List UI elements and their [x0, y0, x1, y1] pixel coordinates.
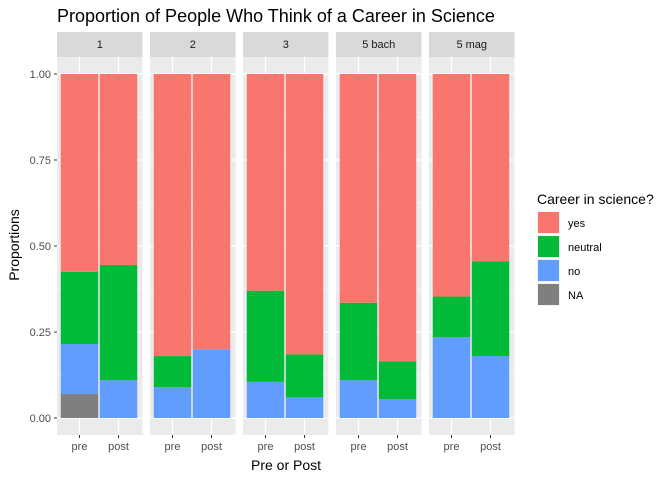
legend-label: yes	[568, 218, 586, 230]
x-tick-label: post	[294, 441, 315, 453]
bar-segment-no	[471, 356, 510, 418]
bar-segment-neutral	[339, 302, 378, 381]
facet-panel: 1 pre post	[57, 32, 143, 453]
legend-label: neutral	[568, 242, 602, 254]
bar-segment-yes	[378, 74, 417, 362]
x-tick-label: post	[201, 441, 222, 453]
bar-segment-neutral	[99, 264, 138, 381]
stacked-bar	[339, 74, 378, 418]
facet-panel: 3 pre post	[243, 32, 329, 453]
bar-segment-yes	[60, 74, 99, 272]
facet-strip	[336, 32, 422, 57]
bar-segment-yes	[339, 74, 378, 303]
y-axis: 0.00 0.25 0.50 0.75 1.00	[30, 69, 57, 425]
bar-segment-neutral	[246, 290, 285, 382]
bar-segment-neutral	[60, 271, 99, 345]
x-tick-label: pre	[351, 441, 367, 453]
y-axis-title: Proportions	[6, 209, 22, 281]
legend-label: NA	[568, 290, 584, 302]
legend-item: no	[537, 259, 580, 282]
bar-segment-yes	[471, 74, 510, 262]
bar-segment-no	[60, 344, 99, 394]
facet-strip	[150, 32, 236, 57]
x-tick-label: pre	[72, 441, 88, 453]
bar-segment-yes	[192, 74, 231, 350]
legend-swatch	[538, 260, 559, 281]
bar-segment-yes	[246, 74, 285, 291]
facet-strip-label: 3	[283, 39, 289, 51]
y-tick-label: 0.00	[30, 413, 51, 425]
x-tick-label: pre	[258, 441, 274, 453]
bar-segment-no	[153, 387, 192, 418]
bar-segment-no	[285, 397, 324, 418]
legend-title: Career in science?	[537, 191, 654, 207]
legend-label: no	[568, 266, 580, 278]
bar-segment-no	[378, 399, 417, 418]
facet-strip	[429, 32, 515, 57]
bar-segment-no	[339, 380, 378, 418]
stacked-bar	[192, 74, 231, 418]
stacked-bar	[60, 74, 99, 418]
facet-panel: 5 bach pre post	[336, 32, 422, 453]
legend-swatch	[538, 236, 559, 257]
stacked-bar	[378, 74, 417, 418]
legend-item: neutral	[537, 235, 602, 258]
chart-title: Proportion of People Who Think of a Care…	[57, 6, 495, 26]
stacked-bar	[153, 74, 192, 418]
facet-strip	[243, 32, 329, 57]
y-tick-label: 0.75	[30, 155, 51, 167]
bar-segment-neutral	[471, 261, 510, 357]
bar-segment-yes	[285, 74, 324, 355]
bar-segment-neutral	[432, 296, 471, 338]
y-tick-label: 0.25	[30, 327, 51, 339]
facet-strip-label: 5 bach	[362, 39, 395, 51]
facet-panel: 5 mag pre post	[429, 32, 515, 453]
y-tick-label: 0.50	[30, 241, 51, 253]
facet-strip-label: 5 mag	[456, 39, 487, 51]
stacked-bar	[471, 74, 510, 418]
legend-swatch	[538, 284, 559, 305]
stacked-bar	[432, 74, 471, 418]
bar-segment-neutral	[378, 361, 417, 400]
bar-segment-no	[99, 380, 138, 418]
x-tick-label: pre	[444, 441, 460, 453]
x-tick-label: post	[108, 441, 129, 453]
bar-segment-no	[246, 381, 285, 418]
legend-item: yes	[537, 211, 586, 234]
bar-segment-neutral	[153, 356, 192, 388]
stacked-bar	[99, 74, 138, 418]
facet-strip-label: 2	[190, 39, 196, 51]
x-tick-label: pre	[165, 441, 181, 453]
bar-segment-yes	[153, 74, 192, 357]
legend-item: NA	[537, 283, 584, 306]
bar-segment-yes	[432, 74, 471, 297]
x-axis-title: Pre or Post	[251, 457, 321, 473]
legend: Career in science? yes neutral no NA	[537, 191, 654, 306]
y-tick-label: 1.00	[30, 69, 51, 81]
facet-panel: 2 pre post	[150, 32, 236, 453]
bar-segment-neutral	[285, 354, 324, 398]
bar-segment-no	[432, 337, 471, 418]
facet-strip-label: 1	[97, 39, 103, 51]
facet-strip	[57, 32, 143, 57]
bar-segment-na	[60, 393, 99, 418]
legend-swatch	[538, 212, 559, 233]
stacked-bar	[285, 74, 324, 418]
x-tick-label: post	[480, 441, 501, 453]
stacked-bar	[246, 74, 285, 418]
bar-segment-yes	[99, 74, 138, 265]
bar-segment-no	[192, 349, 231, 418]
x-tick-label: post	[387, 441, 408, 453]
